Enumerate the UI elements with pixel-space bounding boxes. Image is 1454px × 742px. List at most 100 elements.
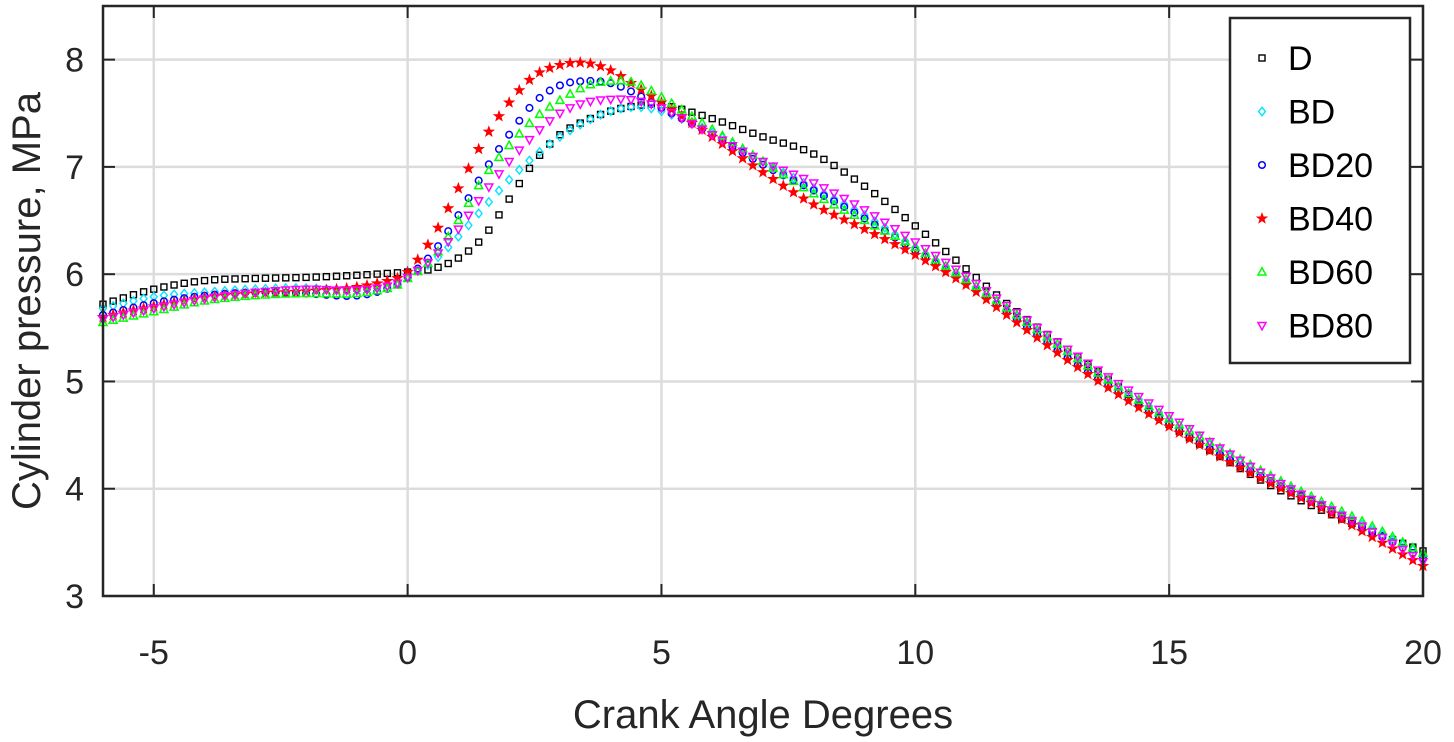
- data-point: [1183, 432, 1196, 445]
- data-point: [454, 231, 463, 242]
- data-point: [505, 130, 514, 139]
- data-point: [474, 176, 483, 185]
- data-point: [787, 185, 800, 198]
- data-point: [495, 211, 503, 219]
- data-point: [807, 197, 820, 210]
- data-point: [555, 131, 565, 143]
- data-point: [535, 146, 544, 158]
- data-point: [1316, 495, 1327, 506]
- data-point: [717, 129, 728, 140]
- data-point: [434, 263, 442, 272]
- data-point: [270, 288, 281, 299]
- data-point: [929, 259, 942, 272]
- data-point: [412, 266, 424, 277]
- data-point: [991, 294, 1002, 304]
- data-point: [606, 105, 615, 117]
- data-point: [432, 249, 444, 259]
- data-point: [138, 308, 149, 318]
- data-point: [493, 170, 505, 180]
- data-point: [431, 221, 445, 234]
- data-point: [170, 281, 178, 289]
- data-point: [850, 175, 859, 183]
- legend-label: BD20: [1288, 147, 1373, 185]
- data-point: [799, 145, 808, 154]
- data-point: [688, 108, 696, 116]
- data-point: [371, 284, 383, 294]
- data-point: [737, 147, 748, 158]
- data-point: [180, 279, 188, 287]
- data-point: [1132, 400, 1145, 413]
- x-tick-label: -5: [139, 634, 169, 672]
- data-point: [605, 75, 616, 85]
- data-point: [300, 285, 312, 296]
- data-point: [1224, 450, 1236, 461]
- data-point: [756, 165, 770, 178]
- data-point: [1194, 431, 1205, 442]
- data-point: [1214, 444, 1226, 454]
- data-point: [696, 125, 708, 136]
- data-point: [1397, 545, 1408, 556]
- data-point: [290, 285, 302, 296]
- data-point: [555, 81, 564, 90]
- legend-item: BD20: [1257, 147, 1373, 185]
- data-point: [879, 225, 891, 235]
- data-point: [332, 272, 341, 280]
- data-point: [829, 193, 839, 205]
- data-point: [545, 86, 554, 95]
- data-point: [229, 290, 241, 301]
- data-point: [898, 242, 912, 255]
- data-point: [574, 56, 587, 68]
- data-point: [1397, 536, 1408, 547]
- data-point: [474, 238, 483, 246]
- data-point: [676, 103, 688, 114]
- data-point: [1204, 437, 1216, 448]
- data-point: [282, 274, 290, 282]
- data-point: [604, 63, 617, 76]
- data-point: [889, 230, 901, 240]
- data-point: [594, 59, 607, 72]
- data-point: [321, 285, 332, 296]
- data-point: [250, 289, 261, 300]
- data-point: [584, 57, 597, 69]
- data-point: [717, 136, 728, 147]
- data-point: [482, 125, 496, 137]
- data-point: [970, 285, 983, 298]
- data-point: [483, 183, 495, 193]
- data-point: [860, 209, 869, 221]
- data-point: [128, 310, 139, 320]
- data-point: [1082, 359, 1094, 370]
- data-point: [1102, 374, 1114, 384]
- data-point: [970, 280, 982, 291]
- data-point: [1001, 301, 1012, 312]
- data-point: [788, 175, 799, 185]
- data-point: [1020, 323, 1034, 336]
- data-point: [1071, 360, 1084, 373]
- data-point: [656, 91, 667, 101]
- data-point: [463, 211, 474, 222]
- data-point: [910, 238, 921, 248]
- data-point: [553, 58, 567, 71]
- data-point: [472, 142, 485, 155]
- data-point: [241, 275, 249, 283]
- data-point: [820, 155, 828, 164]
- data-point: [1010, 315, 1024, 328]
- data-point: [1306, 495, 1317, 506]
- data-point: [464, 194, 473, 203]
- data-point: [960, 273, 972, 284]
- data-point: [850, 204, 859, 215]
- data-point: [942, 247, 950, 256]
- data-point: [158, 303, 170, 314]
- data-point: [980, 292, 993, 305]
- data-point: [868, 227, 881, 240]
- data-point: [219, 292, 231, 302]
- data-point: [789, 172, 798, 184]
- data-point: [1245, 462, 1256, 473]
- data-point: [545, 138, 555, 150]
- data-point: [1162, 420, 1176, 432]
- data-point: [199, 295, 210, 305]
- data-point: [454, 254, 463, 262]
- data-point: [250, 288, 261, 299]
- data-point: [747, 152, 759, 163]
- data-point: [361, 286, 373, 297]
- data-point: [565, 125, 575, 136]
